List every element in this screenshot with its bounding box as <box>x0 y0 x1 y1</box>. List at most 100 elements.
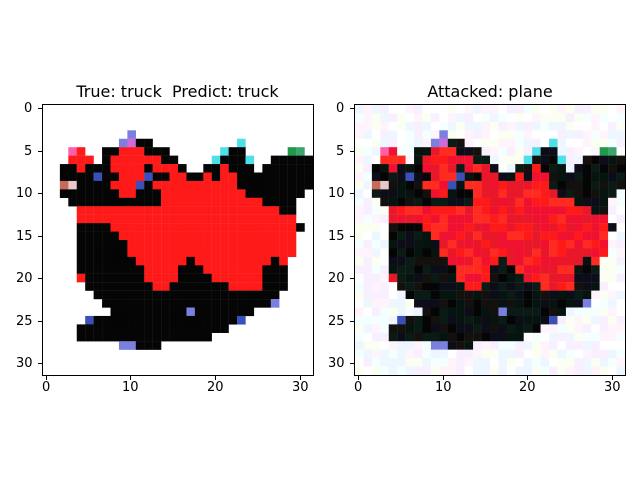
pixel <box>152 231 162 241</box>
pixel <box>237 299 246 308</box>
pixel <box>380 299 389 308</box>
pixel <box>127 155 136 165</box>
pixel <box>447 189 457 198</box>
pixel <box>152 248 162 258</box>
pixel <box>178 223 187 232</box>
pixel <box>253 206 263 215</box>
pixel <box>270 231 280 241</box>
pixel <box>152 299 162 308</box>
pixel <box>473 299 482 308</box>
pixel <box>135 189 145 198</box>
pixel <box>220 180 229 190</box>
pixel <box>498 155 508 165</box>
pixel <box>523 130 533 139</box>
pixel <box>203 290 212 300</box>
pixel <box>430 130 440 139</box>
pixel <box>405 105 415 114</box>
y-tick-label: 5 <box>336 144 345 159</box>
pixel <box>523 299 533 308</box>
pixel <box>523 265 533 274</box>
pixel <box>262 206 271 215</box>
pixel <box>473 290 482 300</box>
pixel <box>102 273 111 283</box>
pixel <box>532 307 541 317</box>
pixel <box>422 349 432 359</box>
pixel <box>582 349 592 359</box>
pixel <box>599 307 609 317</box>
pixel <box>498 265 508 274</box>
pixel <box>405 341 415 350</box>
pixel <box>414 121 423 131</box>
pixel <box>93 248 103 258</box>
pixel <box>118 155 128 165</box>
pixel <box>481 130 491 139</box>
pixel <box>245 214 255 224</box>
pixel <box>549 206 558 215</box>
pixel <box>439 189 448 198</box>
pixel <box>397 105 406 114</box>
pixel <box>355 282 364 291</box>
pixel <box>456 231 465 241</box>
pixel <box>388 138 398 148</box>
pixel <box>591 147 600 156</box>
pixel <box>549 105 558 114</box>
pixel <box>574 240 583 249</box>
pixel <box>557 349 567 359</box>
pixel <box>515 214 524 224</box>
pixel <box>549 299 558 308</box>
pixel <box>490 332 499 342</box>
pixel <box>68 164 77 173</box>
pixel <box>152 155 162 165</box>
pixel <box>405 197 415 207</box>
pixel <box>557 206 567 215</box>
pixel <box>211 307 221 317</box>
truck-image <box>59 130 313 350</box>
pixel <box>144 180 153 190</box>
pixel <box>549 248 558 258</box>
pixel <box>405 240 415 249</box>
pixel <box>397 214 406 224</box>
pixel <box>380 113 389 123</box>
pixel <box>506 349 516 359</box>
pixel <box>380 366 389 375</box>
pixel <box>76 197 86 207</box>
pixel <box>582 197 592 207</box>
pixel <box>355 307 364 317</box>
y-tick-mark <box>38 193 42 194</box>
pixel <box>616 341 625 350</box>
pixel <box>118 231 128 241</box>
pixel <box>161 240 170 249</box>
pixel <box>523 349 533 359</box>
pixel <box>363 366 373 375</box>
pixel <box>144 172 153 182</box>
pixel <box>456 130 465 139</box>
y-tick-label: 0 <box>336 101 345 116</box>
pixel <box>540 155 550 165</box>
pixel <box>135 324 145 333</box>
pixel <box>549 273 558 283</box>
pixel <box>616 105 625 114</box>
pixel <box>397 172 406 182</box>
pixel <box>515 299 524 308</box>
pixel <box>186 256 196 266</box>
pixel <box>481 248 491 258</box>
pixel <box>296 155 305 165</box>
pixel <box>591 214 600 224</box>
pixel <box>397 189 406 198</box>
pixel <box>220 172 229 182</box>
pixel <box>228 240 238 249</box>
pixel <box>565 366 575 375</box>
pixel <box>414 358 423 367</box>
pixel <box>549 282 558 291</box>
pixel <box>405 307 415 317</box>
pixel <box>599 155 609 165</box>
pixel <box>490 130 499 139</box>
pixel <box>582 282 592 291</box>
pixel <box>439 130 448 139</box>
pixel <box>355 121 364 131</box>
pixel <box>85 155 94 165</box>
pixel <box>447 366 457 375</box>
pixel <box>506 231 516 241</box>
pixel <box>506 214 516 224</box>
pixel <box>388 290 398 300</box>
